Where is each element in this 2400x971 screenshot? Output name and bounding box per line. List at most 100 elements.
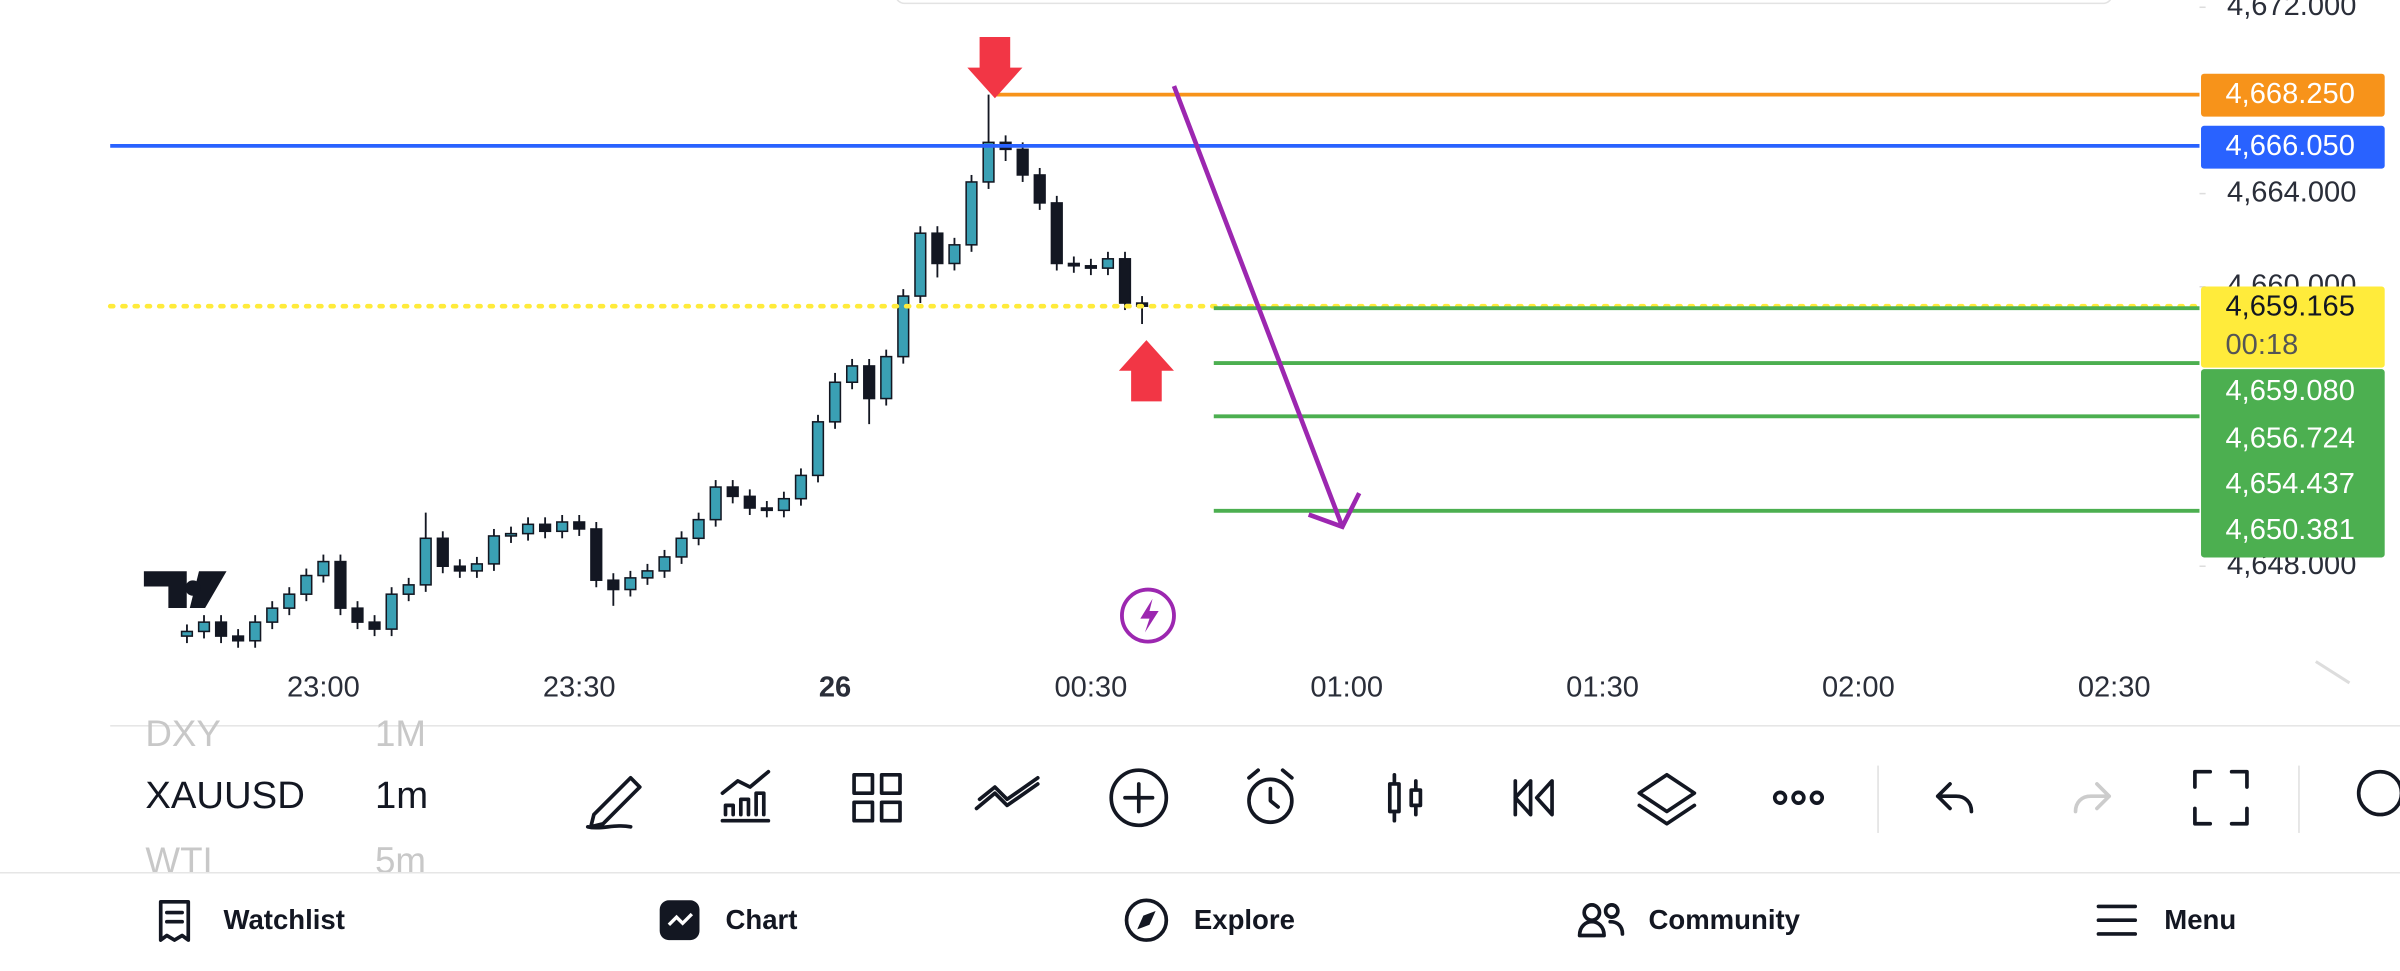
flash-bolt [1140,598,1159,633]
tv-logo [143,571,227,608]
draw-icon[interactable] [585,776,642,830]
candle-body [931,232,944,265]
candle-body [334,560,347,609]
candle-body [436,537,449,567]
candle-body [607,579,620,591]
price-label: 4,659.080 [2226,375,2355,407]
interval[interactable]: 5m [375,840,426,881]
candle-body [249,621,262,642]
price-label: 4,650.381 [2226,514,2355,546]
candle-body [419,537,432,586]
candle-body [1033,174,1046,204]
price-label-box [2201,369,2385,558]
price-label: 4,656.724 [2226,422,2355,454]
nav-item[interactable]: Explore [1194,904,1295,935]
candle-body [556,521,569,533]
x-tick-label: 23:00 [287,672,360,704]
x-tick-label: 23:30 [543,672,616,704]
alert-icon[interactable] [1247,777,1294,825]
more-dot[interactable] [1791,790,1806,805]
nav-item[interactable]: Chart [726,904,798,935]
price-label: 4,666.050 [2226,130,2355,162]
indicators-icon[interactable] [720,769,771,823]
candle-body [180,630,194,637]
up-arrow [1118,340,1174,402]
more-dot[interactable] [1809,790,1825,805]
candle-body [726,486,739,498]
x-tick-label: 02:30 [2078,672,2151,704]
watchlist-icon[interactable] [158,899,191,942]
price-label: 4,659.165 [2226,291,2355,323]
x-tick-label: 02:00 [1822,672,1895,704]
candle-body [1050,202,1063,265]
candle-body [982,141,995,183]
toolbar: DXY 1M XAUUSD 1m WTI 5m [145,713,2400,881]
candle-body [1101,258,1115,269]
flash-icon[interactable] [1120,587,1176,644]
community-body [1577,919,1625,938]
nav-item[interactable]: Menu [2164,904,2236,935]
candle-body [880,355,893,400]
candle-body [368,621,381,630]
candle-body [1016,148,1029,176]
nav-item[interactable]: Community [1648,904,1800,935]
candle-body [863,365,876,400]
candle-body [709,486,722,521]
x-tick-label: 00:30 [1054,672,1127,704]
candle-body [948,244,961,265]
candle-body [914,232,927,297]
candle-body [590,528,603,581]
candle-body [453,565,466,572]
candle-body [266,607,279,623]
candle-body [965,181,978,246]
fullscreen-icon[interactable] [2193,769,2249,826]
candle-body [470,563,484,572]
candle-body [317,560,330,577]
candle-body [658,556,671,572]
undo-icon[interactable] [1935,782,1974,814]
candle-body [283,593,296,609]
candle-body [897,295,910,358]
interval[interactable]: 1M [375,713,426,754]
replay-icon[interactable] [1513,779,1554,817]
layout-icon[interactable] [852,772,902,823]
x-tick-label: 01:30 [1566,672,1639,704]
nav-item[interactable]: Watchlist [223,904,344,935]
top-panel-edge [896,0,2112,5]
community-icon [1603,903,1620,919]
symbol[interactable]: WTI [145,840,212,881]
explore-icon[interactable] [1124,898,1169,942]
menu-icon[interactable] [2096,904,2138,936]
bottom-nav: Watchlist Chart Explore Community Menu [158,898,2236,942]
symbol[interactable]: DXY [145,713,221,754]
x-tick-label: 01:00 [1310,672,1383,704]
more-dot[interactable] [1772,790,1788,805]
idea-icon[interactable] [2356,769,2400,817]
price-label-box [2201,125,2385,169]
compare-icon[interactable] [974,776,1040,811]
candle-body [402,584,415,595]
add-icon[interactable] [1109,768,1169,828]
candle-body [760,507,773,512]
candles-icon[interactable] [1387,772,1423,823]
price-label: 4,668.250 [2226,78,2355,110]
chart-icon-line [667,912,694,926]
interval[interactable]: 1m [375,774,428,817]
alert-hands [1247,768,1294,809]
trend-arrow [1171,85,1362,530]
candle-body [300,574,313,595]
y-tick-label: 4,672.000 [2227,0,2356,22]
y-tick-label: 4,664.000 [2227,176,2356,208]
layers-icon[interactable] [1637,772,1697,826]
symbol[interactable]: XAUUSD [145,774,304,817]
candle-body [487,535,501,565]
candle-body [1067,262,1080,267]
candle-body [692,518,705,540]
down-arrow [967,37,1023,99]
tv-logo-dot [185,580,201,596]
candle-body [675,537,688,558]
candle-body [641,570,654,579]
redo-icon[interactable] [2073,782,2112,814]
